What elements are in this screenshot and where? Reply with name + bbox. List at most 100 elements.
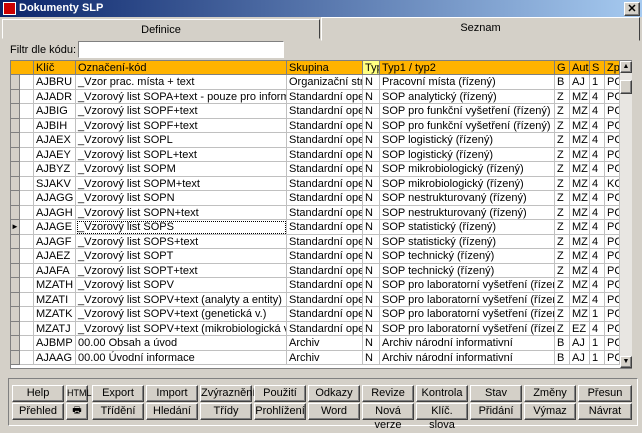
table-cell[interactable]: AJ	[570, 75, 590, 90]
table-cell[interactable]: Z	[555, 321, 570, 336]
table-cell[interactable]: Z	[555, 89, 570, 104]
table-cell[interactable]: MZ	[570, 133, 590, 148]
table-cell[interactable]: 4	[590, 234, 605, 249]
scroll-up[interactable]: ▲	[620, 61, 632, 73]
table-cell[interactable]: SOP mikrobiologický (řízený)	[380, 162, 555, 177]
button[interactable]: Použití	[254, 385, 306, 402]
table-cell[interactable]: AJAEY	[34, 147, 76, 162]
table-cell[interactable]: PC	[605, 336, 620, 351]
column-header[interactable]: Klíč	[34, 61, 76, 75]
button[interactable]: Návrat	[578, 403, 632, 420]
table-cell[interactable]: 00.00 Úvodní informace	[76, 350, 287, 365]
table-cell[interactable]: AJAAG	[34, 350, 76, 365]
table-cell[interactable]: 4	[590, 292, 605, 307]
button[interactable]: Revize	[362, 385, 414, 402]
table-cell[interactable]: 4	[590, 278, 605, 293]
table-cell[interactable]: Standardní opera	[287, 321, 363, 336]
table-cell[interactable]: AJAGE	[34, 220, 76, 235]
table-cell[interactable]: Pracovní místa (řízený)	[380, 75, 555, 90]
table-cell[interactable]: 4	[590, 133, 605, 148]
table-cell[interactable]: SOP logistický (řízený)	[380, 147, 555, 162]
table-cell[interactable]: N	[363, 307, 380, 322]
table-cell[interactable]: Z	[555, 162, 570, 177]
table-cell[interactable]: PC	[605, 104, 620, 119]
table-cell[interactable]: Z	[555, 263, 570, 278]
table-cell[interactable]: MZ	[570, 205, 590, 220]
table-cell[interactable]: PC	[605, 118, 620, 133]
table-cell[interactable]: Standardní opera	[287, 176, 363, 191]
table-cell[interactable]: SOP statistický (řízený)	[380, 234, 555, 249]
table-cell[interactable]: _Vzorový list SOPV+text (analyty a entit…	[76, 292, 287, 307]
table-cell[interactable]: MZ	[570, 162, 590, 177]
table-cell[interactable]: AJAEX	[34, 133, 76, 148]
button[interactable]: Kontrola	[416, 385, 468, 402]
table-cell[interactable]: N	[363, 350, 380, 365]
table-cell[interactable]: Standardní opera	[287, 278, 363, 293]
table-cell[interactable]: AJBYZ	[34, 162, 76, 177]
table-cell[interactable]: _Vzorový list SOPM	[76, 162, 287, 177]
table-cell[interactable]: SOP technický (řízený)	[380, 249, 555, 264]
table-cell[interactable]: AJAEZ	[34, 249, 76, 264]
button[interactable]: Přesun	[578, 385, 632, 402]
table-cell[interactable]: Z	[555, 220, 570, 235]
table-cell[interactable]: SOP analytický (řízený)	[380, 89, 555, 104]
table-cell[interactable]: Z	[555, 205, 570, 220]
column-header[interactable]: Aut.	[570, 61, 590, 75]
table-cell[interactable]: _Vzorový list SOPV+text (mikrobiologická…	[76, 321, 287, 336]
table-cell[interactable]: Z	[555, 118, 570, 133]
table-cell[interactable]: AJAGF	[34, 234, 76, 249]
table-cell[interactable]: KC	[605, 176, 620, 191]
table-cell[interactable]: Archiv národní informativní	[380, 336, 555, 351]
table-cell[interactable]: _Vzorový list SOPF+text	[76, 118, 287, 133]
button[interactable]: Změny	[524, 385, 576, 402]
table-cell[interactable]: AJ	[570, 350, 590, 365]
table-cell[interactable]: AJAGH	[34, 205, 76, 220]
table-cell[interactable]: N	[363, 191, 380, 206]
button[interactable]: Prohlížení	[254, 403, 306, 420]
table-cell[interactable]: N	[363, 278, 380, 293]
table-cell[interactable]: N	[363, 220, 380, 235]
table-cell[interactable]: 4	[590, 205, 605, 220]
column-header[interactable]: Skupina	[287, 61, 363, 75]
filter-input[interactable]	[78, 41, 284, 58]
table-cell[interactable]: N	[363, 321, 380, 336]
table-cell[interactable]: N	[363, 336, 380, 351]
table-cell[interactable]: N	[363, 89, 380, 104]
table-cell[interactable]: SJAKV	[34, 176, 76, 191]
table-cell[interactable]: MZ	[570, 191, 590, 206]
button[interactable]: Stav	[470, 385, 522, 402]
table-cell[interactable]: Standardní opera	[287, 118, 363, 133]
table-cell[interactable]: 1	[590, 75, 605, 90]
table-cell[interactable]: N	[363, 176, 380, 191]
table-cell[interactable]: SOP pro laboratorní vyšetření (řízený)	[380, 307, 555, 322]
table-cell[interactable]: PC	[605, 133, 620, 148]
scroll-down[interactable]: ▼	[620, 356, 632, 368]
table-cell[interactable]: MZ	[570, 176, 590, 191]
table-cell[interactable]: N	[363, 118, 380, 133]
close-button[interactable]: ✕	[624, 2, 640, 16]
table-cell[interactable]: 4	[590, 162, 605, 177]
table-cell[interactable]: Standardní opera	[287, 220, 363, 235]
table-cell[interactable]: Standardní opera	[287, 147, 363, 162]
table-cell[interactable]: B	[555, 350, 570, 365]
table-cell[interactable]: _Vzorový list SOPM+text	[76, 176, 287, 191]
table-cell[interactable]: 4	[590, 104, 605, 119]
table-cell[interactable]: _Vzorový list SOPL+text	[76, 147, 287, 162]
button[interactable]: Word	[308, 403, 360, 420]
column-header[interactable]: Typ1 / typ2	[380, 61, 555, 75]
table-cell[interactable]: SOP pro laboratorní vyšetření (řízený)	[380, 292, 555, 307]
table-cell[interactable]: AJBIH	[34, 118, 76, 133]
table-cell[interactable]: B	[555, 75, 570, 90]
table-cell[interactable]: _Vzorový list SOPV	[76, 278, 287, 293]
table-cell[interactable]: MZ	[570, 278, 590, 293]
table-cell[interactable]: 4	[590, 118, 605, 133]
table-cell[interactable]: SOP technický (řízený)	[380, 263, 555, 278]
table-cell[interactable]: Standardní opera	[287, 292, 363, 307]
table-cell[interactable]: B	[555, 336, 570, 351]
table-cell[interactable]: AJAGG	[34, 191, 76, 206]
table-cell[interactable]: N	[363, 162, 380, 177]
table-cell[interactable]: MZATJ	[34, 321, 76, 336]
table-cell[interactable]: Z	[555, 176, 570, 191]
table-cell[interactable]: Standardní opera	[287, 307, 363, 322]
scroll-thumb[interactable]	[620, 80, 632, 94]
